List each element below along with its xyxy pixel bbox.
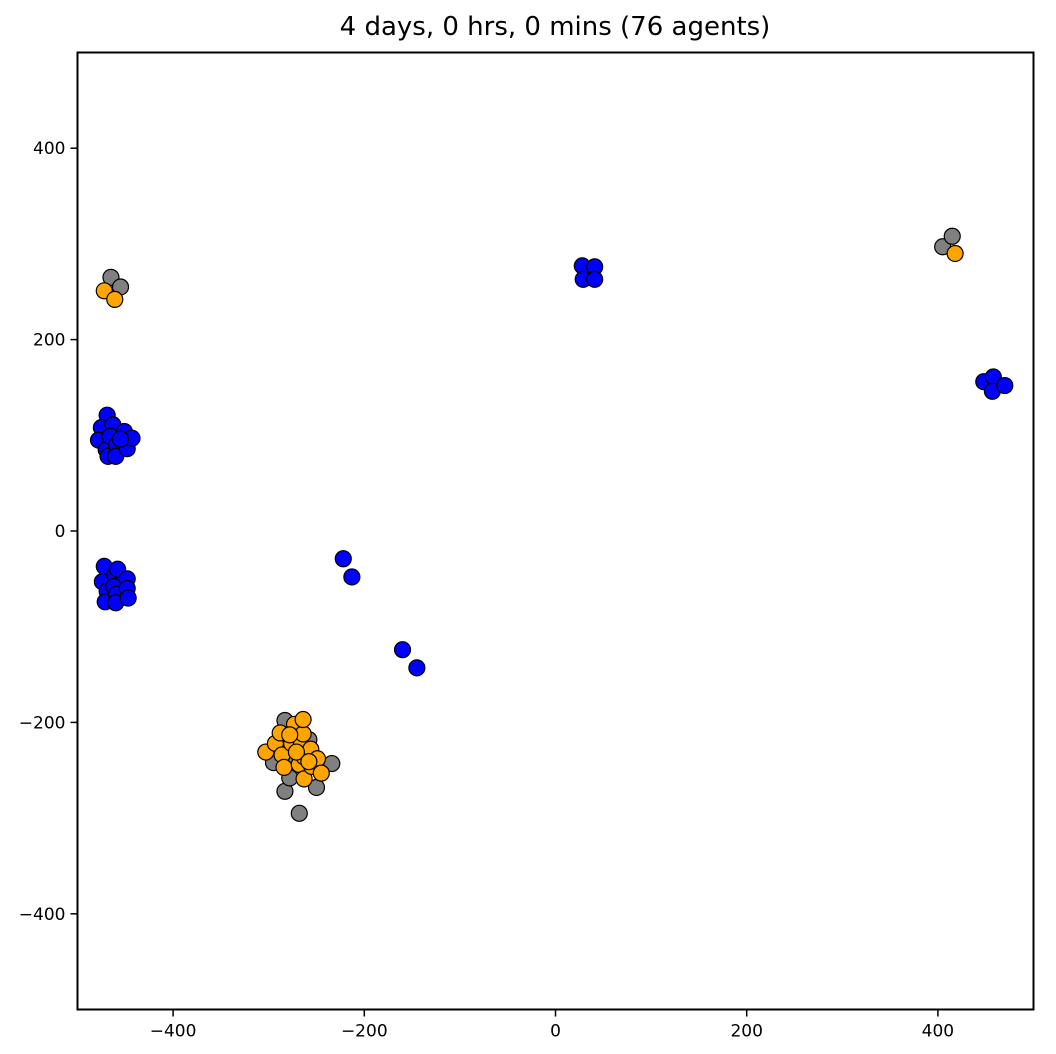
data-point <box>295 770 313 788</box>
points-layer <box>89 227 1014 822</box>
data-point <box>106 290 124 309</box>
data-point <box>111 430 130 448</box>
chart-title: 4 days, 0 hrs, 0 mins (76 agents) <box>340 12 771 42</box>
y-tick-label: 0 <box>55 522 66 542</box>
data-point <box>312 764 330 782</box>
data-point <box>343 568 361 586</box>
data-point <box>586 270 604 288</box>
x-tick-label: 400 <box>922 1022 954 1042</box>
data-point <box>287 743 306 761</box>
data-point <box>294 710 312 729</box>
data-point <box>290 804 308 822</box>
x-tick-label: −400 <box>150 1022 197 1042</box>
data-point <box>119 589 137 607</box>
data-point <box>393 641 412 659</box>
x-tick-label: 200 <box>730 1022 762 1042</box>
plot-frame <box>76 51 1035 1011</box>
data-point <box>334 550 352 568</box>
ticks-layer: −400 −200 0 200 400 −400 −200 0 200 400 <box>19 139 954 1041</box>
y-tick-label: 400 <box>33 139 65 159</box>
x-tick-label: 0 <box>550 1022 561 1042</box>
data-point <box>943 227 961 245</box>
data-point <box>300 753 318 771</box>
y-tick-label: 200 <box>33 331 65 351</box>
data-point <box>996 376 1014 395</box>
x-tick-label: −200 <box>341 1022 388 1042</box>
data-point <box>281 726 299 744</box>
y-tick-label: −200 <box>19 713 66 733</box>
y-tick-label: −400 <box>19 905 66 925</box>
data-point <box>408 659 426 677</box>
data-point <box>275 758 293 776</box>
data-point <box>946 244 964 263</box>
